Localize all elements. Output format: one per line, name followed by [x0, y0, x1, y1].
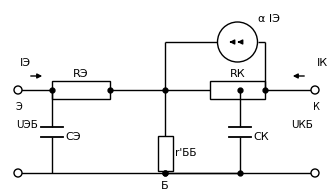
Text: RК: RК [230, 69, 245, 79]
Text: r'ББ: r'ББ [174, 149, 196, 159]
Text: CК: CК [253, 131, 269, 142]
Text: Э: Э [16, 102, 23, 112]
Circle shape [14, 169, 22, 177]
Circle shape [14, 86, 22, 94]
Circle shape [311, 86, 319, 94]
Bar [52, 81, 110, 99]
Text: UКБ: UКБ [291, 120, 313, 130]
Circle shape [217, 22, 258, 62]
Text: UЭБ: UЭБ [16, 120, 38, 130]
Text: IК: IК [317, 58, 328, 68]
Circle shape [311, 169, 319, 177]
Bar [210, 81, 265, 99]
Text: α IЭ: α IЭ [259, 14, 280, 24]
Bar [158, 136, 172, 171]
Text: IЭ: IЭ [20, 58, 31, 68]
Text: К: К [312, 102, 319, 112]
Text: Б: Б [161, 181, 169, 191]
Text: RЭ: RЭ [73, 69, 89, 79]
Text: CЭ: CЭ [65, 131, 81, 142]
